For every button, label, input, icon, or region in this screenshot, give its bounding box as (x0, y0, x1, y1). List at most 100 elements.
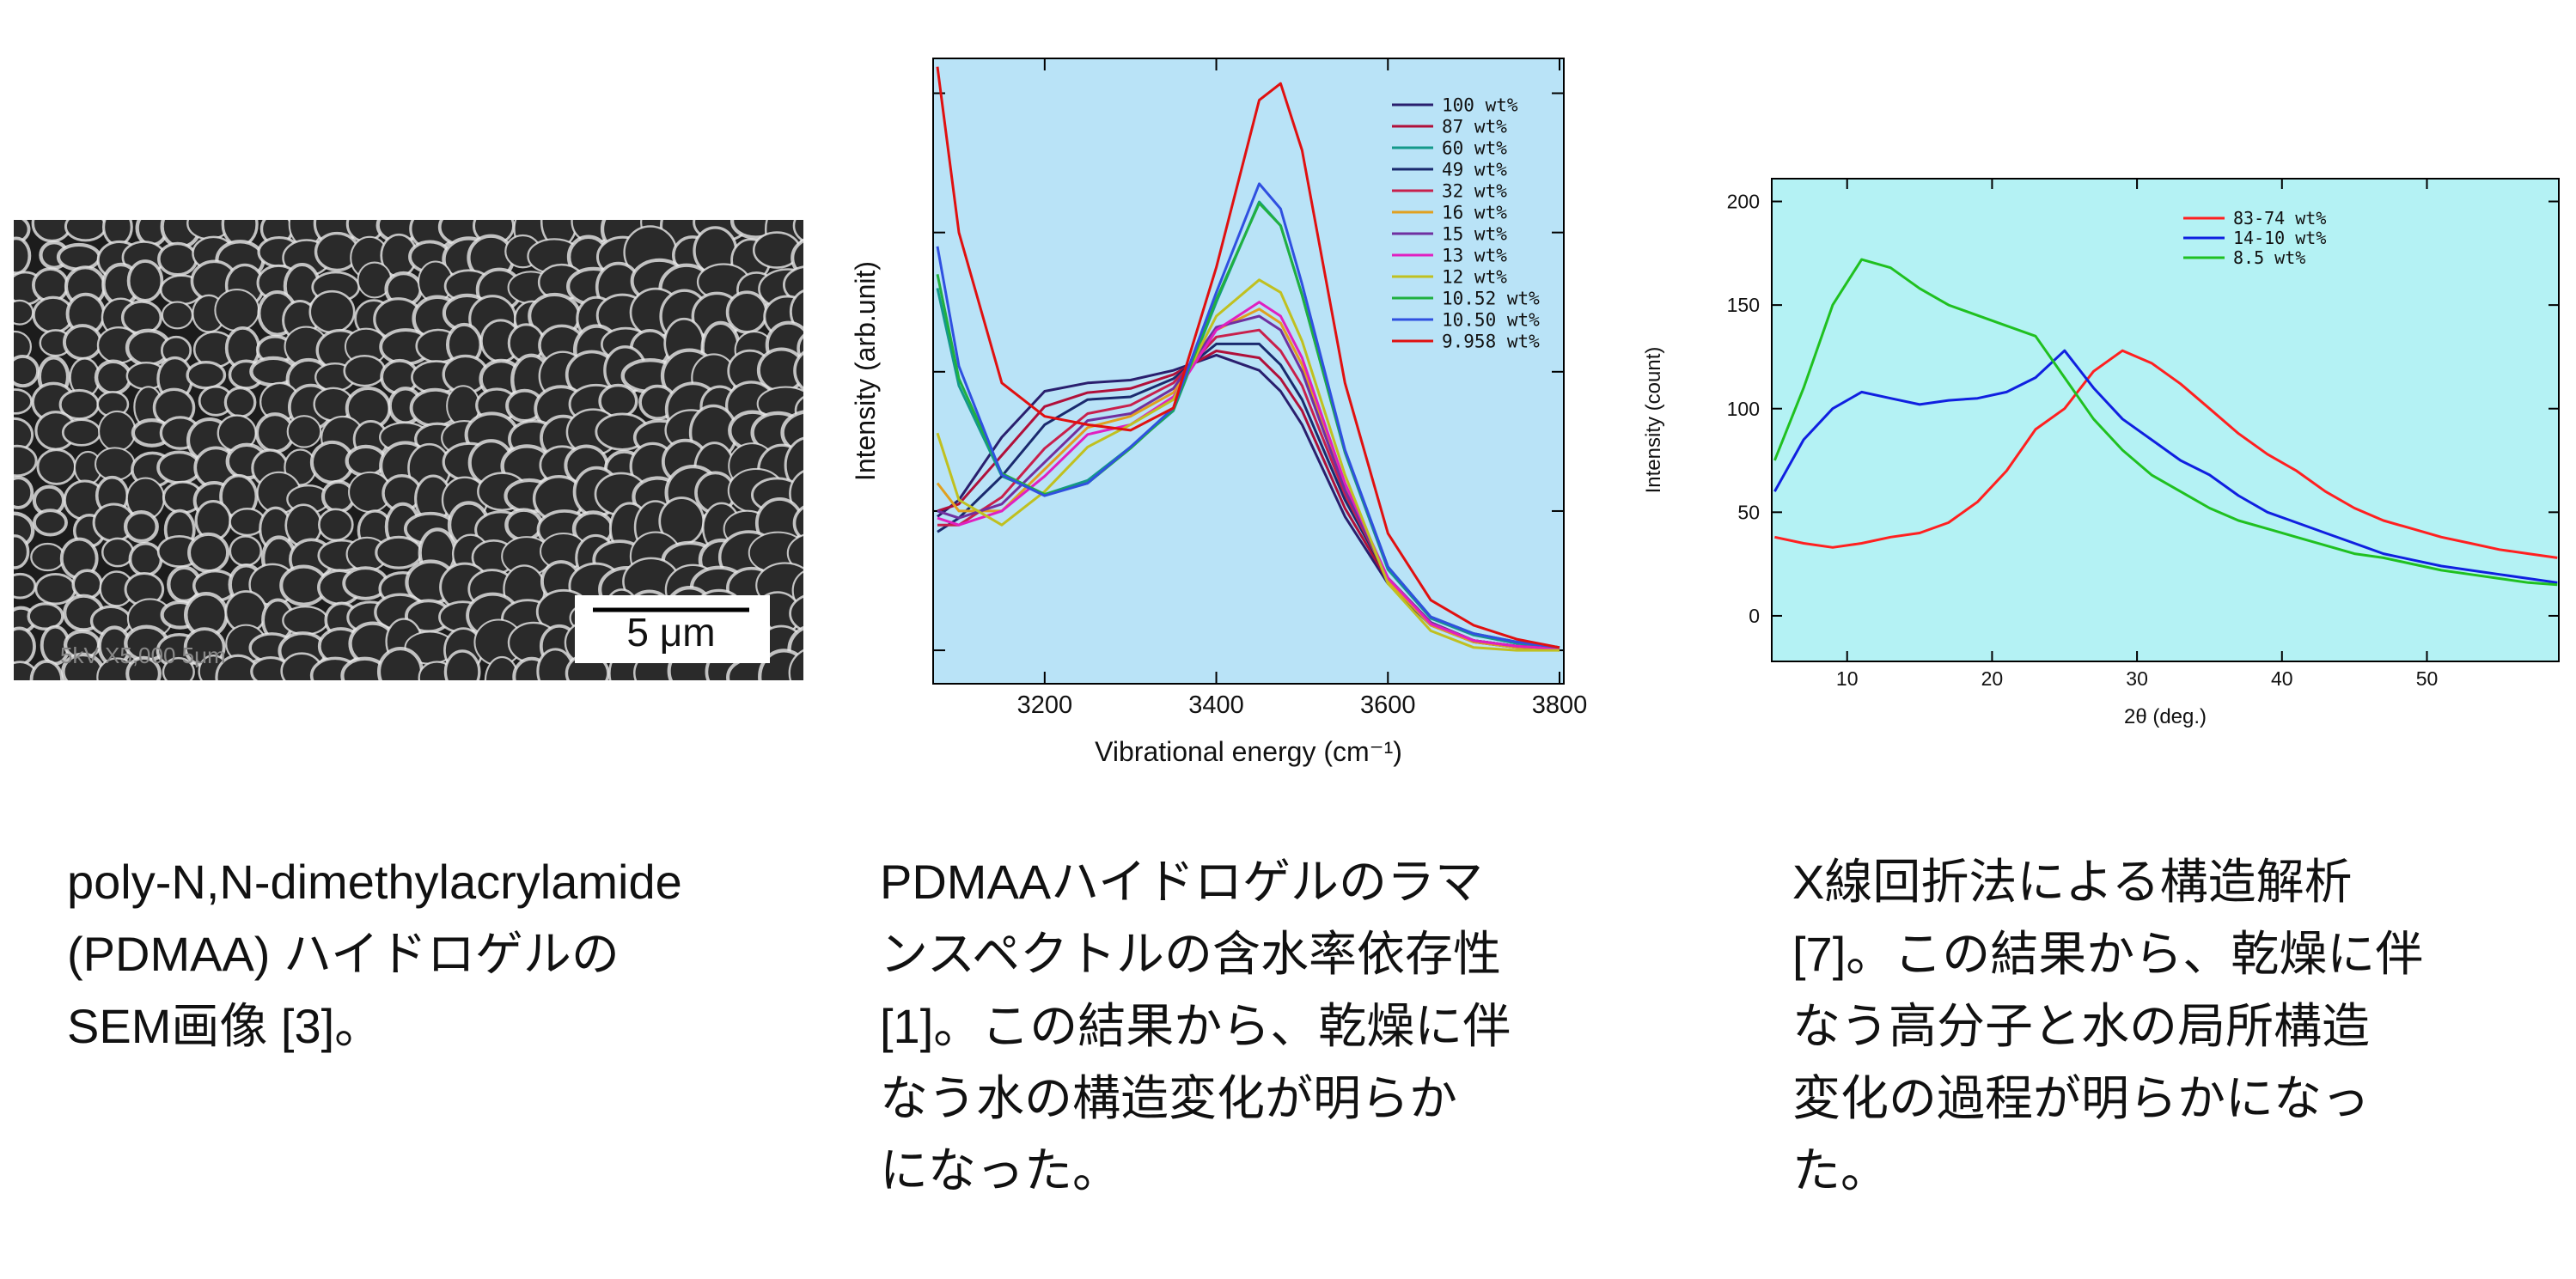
caption-line: [7]。この結果から、乾燥に伴 (1792, 927, 2423, 981)
sem-cell (308, 289, 356, 334)
sem-cell (64, 220, 107, 242)
sem-cell (162, 656, 195, 680)
x-tick-label: 50 (2416, 667, 2439, 690)
series-line (936, 182, 1560, 649)
sem-cell (443, 649, 481, 680)
sem-cell (98, 410, 137, 453)
sem-cell (187, 532, 230, 574)
caption-line: SEM画像 [3]。 (67, 999, 382, 1053)
sem-cell (27, 602, 64, 630)
sem-cell (186, 360, 227, 390)
legend-label: 16 wt% (1442, 202, 1507, 222)
caption-line: X線回折法による構造解析 (1792, 855, 2353, 909)
x-tick-label: 10 (1836, 667, 1859, 690)
legend-label: 49 wt% (1442, 159, 1507, 180)
legend-label: 9.958 wt% (1442, 331, 1540, 351)
sem-cell (14, 236, 32, 276)
sem-footer: 5kV X5,000 5μm (60, 643, 226, 668)
sem-cell (36, 448, 76, 485)
caption-line: poly-N,N-dimethylacrylamide (67, 855, 682, 909)
caption-line: [1]。この結果から、乾燥に伴 (880, 999, 1511, 1053)
legend-label: 13 wt% (1442, 245, 1507, 265)
sem-cell (788, 649, 803, 680)
caption-line: PDMAAハイドロゲルのラマ (880, 855, 1483, 909)
sem-cell (317, 508, 354, 542)
caption-line: になった。 (880, 1143, 1120, 1197)
legend-label: 100 wt% (1442, 94, 1518, 115)
sem-cell (792, 505, 803, 541)
sem-cell (725, 290, 768, 334)
series-line (936, 66, 1560, 649)
sem-cell (126, 259, 164, 302)
legend-label: 15 wt% (1442, 223, 1507, 244)
sem-cell (30, 542, 65, 572)
caption-line: た。 (1792, 1143, 1889, 1197)
sem-cell (102, 220, 133, 247)
x-tick-label: 20 (1981, 667, 2004, 690)
plot-area (933, 58, 1564, 684)
sem-cell (504, 508, 544, 542)
sem-cell (789, 594, 803, 632)
plot-frame (1771, 178, 2560, 662)
legend-label: 83-74 wt% (2233, 208, 2326, 228)
sem-cell (101, 537, 135, 568)
sem-cell (14, 299, 34, 326)
sem-cell (29, 659, 64, 680)
sem-cell (792, 220, 803, 242)
sem-cell (345, 444, 388, 478)
y-tick-label: 100 (1727, 398, 1760, 420)
caption-line: ンスペクトルの含水率依存性 (880, 927, 1501, 981)
plot-frame (932, 58, 1565, 685)
sem-cell (793, 350, 803, 391)
scale-bar-box (575, 595, 770, 663)
legend-label: 87 wt% (1442, 116, 1507, 137)
sem-cell (95, 447, 136, 482)
sem-cell (484, 655, 520, 680)
sem-cell (786, 533, 803, 573)
x-tick-label: 40 (2271, 667, 2293, 690)
x-tick-label: 3800 (1532, 691, 1588, 719)
sem-cell (123, 510, 159, 544)
legend-label: 10.50 wt% (1442, 309, 1540, 330)
series-line (1774, 349, 2558, 559)
sem-cell (375, 535, 423, 569)
x-axis-label: 2θ (deg.) (2124, 705, 2207, 728)
sem-cell (161, 301, 194, 330)
x-tick-label: 3400 (1188, 691, 1244, 719)
sem-cell (223, 387, 257, 418)
y-tick-label: 200 (1727, 191, 1760, 213)
sem-cell (33, 509, 68, 537)
x-tick-label: 3600 (1360, 691, 1416, 719)
sem-image (14, 220, 803, 680)
sem-cell (14, 626, 36, 667)
plot-area (1772, 179, 2559, 661)
y-tick-label: 0 (1749, 605, 1760, 627)
sem-cell (797, 333, 803, 363)
sem-cell (125, 655, 162, 680)
legend-label: 10.52 wt% (1442, 288, 1540, 308)
caption-line: なう高分子と水の局所構造 (1792, 999, 2370, 1053)
sem-cell (71, 569, 103, 600)
series-line (936, 308, 1560, 650)
caption-line: 変化の過程が明らかになっ (1792, 1071, 2370, 1125)
caption-line: なう水の構造変化が明らか (880, 1071, 1457, 1125)
x-tick-label: 30 (2126, 667, 2148, 690)
sem-cell (56, 242, 101, 271)
sem-cell (343, 354, 387, 387)
x-axis-label: Vibrational energy (cm⁻¹) (1095, 736, 1402, 767)
sem-cell (14, 476, 34, 509)
scale-bar-label: 5 μm (626, 610, 715, 655)
series-line (1773, 349, 2558, 584)
sem-cell (214, 288, 260, 332)
sem-cell (14, 534, 30, 569)
legend-label: 14-10 wt% (2233, 228, 2326, 248)
sem-cell (14, 444, 38, 478)
sem-cell (286, 415, 322, 448)
sem-cell (14, 388, 33, 415)
sem-cell (229, 535, 263, 567)
sem-cell (282, 605, 329, 636)
legend-label: 32 wt% (1442, 180, 1507, 201)
sem-cell (34, 573, 76, 606)
sem-cell (128, 541, 163, 577)
